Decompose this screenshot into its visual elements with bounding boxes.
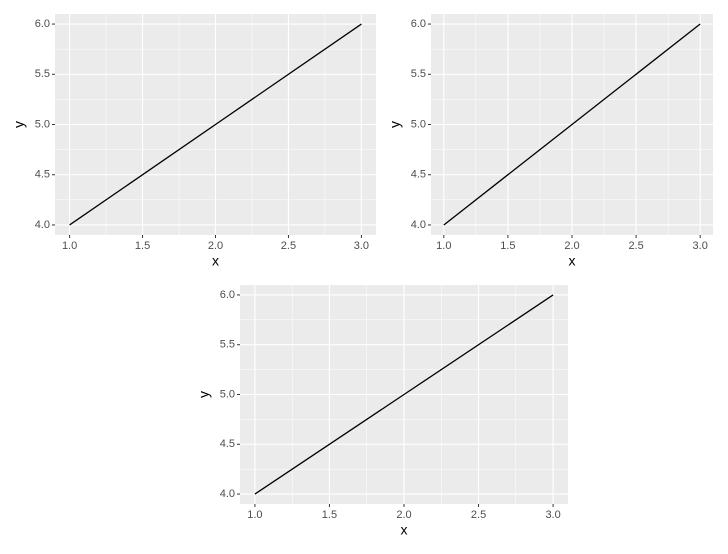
x-tick-label: 1.0	[62, 240, 77, 252]
x-axis-title: x	[401, 522, 408, 538]
x-tick-label: 3.0	[545, 509, 560, 521]
y-tick-label: 4.0	[411, 219, 426, 231]
y-tick-label: 4.5	[220, 438, 235, 450]
y-tick-label: 4.5	[35, 169, 50, 181]
y-tick-label: 4.5	[411, 169, 426, 181]
y-tick-label: 6.0	[220, 289, 235, 301]
y-axis-title: y	[196, 391, 212, 398]
y-tick-label: 4.0	[35, 219, 50, 231]
x-tick-label: 2.0	[564, 240, 579, 252]
y-tick-label: 5.0	[35, 118, 50, 130]
x-tick-label: 1.5	[135, 240, 150, 252]
x-tick-label: 1.5	[322, 509, 337, 521]
y-axis-title: y	[387, 121, 403, 128]
y-tick-label: 4.0	[220, 488, 235, 500]
x-tick-label: 2.5	[281, 240, 296, 252]
y-tick-label: 5.0	[411, 118, 426, 130]
x-tick-label: 3.0	[693, 240, 708, 252]
x-tick-label: 1.0	[436, 240, 451, 252]
y-tick-label: 6.0	[411, 18, 426, 30]
x-tick-label: 3.0	[354, 240, 369, 252]
x-tick-label: 1.5	[500, 240, 515, 252]
y-tick-label: 5.0	[220, 388, 235, 400]
y-tick-label: 5.5	[35, 68, 50, 80]
data-line	[69, 23, 362, 226]
x-tick-label: 2.0	[208, 240, 223, 252]
x-tick-label: 2.5	[628, 240, 643, 252]
x-tick-label: 2.5	[471, 509, 486, 521]
y-tick-label: 6.0	[35, 18, 50, 30]
x-tick-label: 2.0	[396, 509, 411, 521]
x-axis-title: x	[569, 253, 576, 269]
data-line	[443, 23, 701, 226]
y-axis-title: y	[11, 121, 27, 128]
y-tick-label: 5.5	[411, 68, 426, 80]
data-line	[254, 294, 554, 495]
y-tick-label: 5.5	[220, 339, 235, 351]
x-axis-title: x	[212, 253, 219, 269]
x-tick-label: 1.0	[247, 509, 262, 521]
